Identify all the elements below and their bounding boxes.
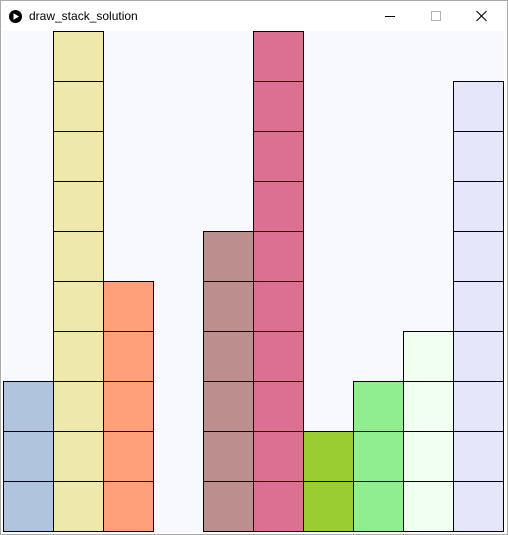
stack-5-block-0 — [253, 481, 304, 532]
stack-1-block-4 — [53, 281, 104, 332]
stack-6-block-1 — [303, 431, 354, 482]
maximize-icon — [431, 11, 441, 21]
minimize-icon — [385, 16, 395, 17]
stack-0-block-2 — [3, 381, 54, 432]
stack-1-block-0 — [53, 481, 104, 532]
stack-9-block-2 — [453, 381, 504, 432]
stack-5-block-3 — [253, 331, 304, 382]
stack-5-block-5 — [253, 231, 304, 282]
stack-0-block-1 — [3, 431, 54, 482]
stack-8-block-0 — [403, 481, 454, 532]
stack-9-block-8 — [453, 81, 504, 132]
stack-0-block-0 — [3, 481, 54, 532]
stack-8-block-2 — [403, 381, 454, 432]
stack-4-block-3 — [203, 331, 254, 382]
stack-4-block-0 — [203, 481, 254, 532]
play-icon — [9, 10, 22, 23]
stack-2-block-1 — [103, 431, 154, 482]
stack-5-block-8 — [253, 81, 304, 132]
stack-9-block-4 — [453, 281, 504, 332]
stack-1-block-9 — [53, 31, 104, 82]
stack-2-block-2 — [103, 381, 154, 432]
stack-9-block-5 — [453, 231, 504, 282]
close-icon — [476, 10, 487, 22]
stack-1-block-3 — [53, 331, 104, 382]
stack-4-block-5 — [203, 231, 254, 282]
drawing-canvas[interactable] — [3, 31, 504, 532]
stack-5-block-7 — [253, 131, 304, 182]
stack-5-block-2 — [253, 381, 304, 432]
title-bar[interactable]: draw_stack_solution — [1, 1, 507, 31]
stack-9-block-7 — [453, 131, 504, 182]
stack-2-block-0 — [103, 481, 154, 532]
stack-1-block-8 — [53, 81, 104, 132]
stack-5-block-4 — [253, 281, 304, 332]
stack-9-block-6 — [453, 181, 504, 232]
stack-8-block-1 — [403, 431, 454, 482]
stack-7-block-2 — [353, 381, 404, 432]
stack-1-block-6 — [53, 181, 104, 232]
minimize-button[interactable] — [367, 1, 413, 31]
stack-1-block-1 — [53, 431, 104, 482]
stack-5-block-9 — [253, 31, 304, 82]
stack-9-block-0 — [453, 481, 504, 532]
stack-drawing — [3, 31, 504, 532]
close-button[interactable] — [459, 1, 505, 31]
window-title: draw_stack_solution — [29, 9, 138, 23]
stack-1-block-2 — [53, 381, 104, 432]
stack-2-block-4 — [103, 281, 154, 332]
stack-7-block-1 — [353, 431, 404, 482]
stack-9-block-3 — [453, 331, 504, 382]
stack-2-block-3 — [103, 331, 154, 382]
stack-1-block-7 — [53, 131, 104, 182]
stack-4-block-2 — [203, 381, 254, 432]
stack-1-block-5 — [53, 231, 104, 282]
maximize-button[interactable] — [413, 1, 459, 31]
stack-4-block-1 — [203, 431, 254, 482]
stack-8-block-3 — [403, 331, 454, 382]
stack-5-block-1 — [253, 431, 304, 482]
stack-4-block-4 — [203, 281, 254, 332]
stack-6-block-0 — [303, 481, 354, 532]
stack-5-block-6 — [253, 181, 304, 232]
stack-9-block-1 — [453, 431, 504, 482]
stack-7-block-0 — [353, 481, 404, 532]
